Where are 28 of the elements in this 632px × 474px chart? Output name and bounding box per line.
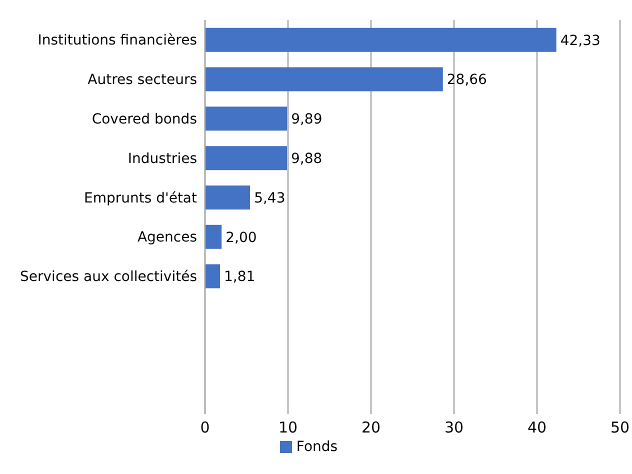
bar (205, 146, 288, 170)
data-label: 28,66 (446, 72, 488, 88)
data-label: 5,43 (254, 190, 286, 206)
data-label: 2,00 (226, 230, 257, 246)
legend-label: Fonds (296, 439, 338, 455)
data-label: 1,81 (224, 269, 256, 286)
y-tick-label: Covered bonds (92, 111, 197, 128)
bar (205, 28, 556, 52)
y-tick-label: Agences (137, 230, 197, 246)
data-label: 9,89 (291, 112, 322, 128)
x-tick-label: 40 (527, 418, 547, 437)
x-tick-label: 50 (610, 418, 630, 437)
x-tick-label: 20 (361, 418, 381, 437)
data-label: 42,33 (560, 32, 600, 49)
x-tick-label: 30 (444, 418, 464, 437)
bar (205, 106, 288, 131)
bar (205, 67, 443, 92)
bar (205, 185, 250, 210)
y-tick-label: Autres secteurs (88, 72, 197, 88)
y-tick-label: Services aux collectivités (20, 269, 197, 286)
data-label: 9,88 (291, 150, 322, 167)
bar (205, 224, 222, 249)
x-tick-label: 10 (278, 418, 298, 437)
bar (205, 264, 220, 288)
y-tick-label: Industries (128, 150, 197, 167)
x-tick-label: 0 (200, 418, 210, 437)
y-tick-label: Institutions financières (38, 32, 197, 49)
y-tick-label: Emprunts d'état (84, 190, 198, 206)
